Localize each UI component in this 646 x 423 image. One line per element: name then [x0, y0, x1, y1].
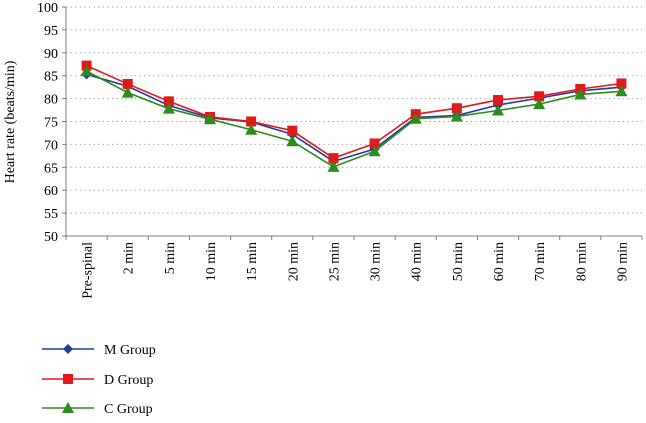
- y-tick-label: 55: [44, 207, 58, 222]
- data-point: [451, 103, 462, 114]
- data-point: [122, 78, 133, 89]
- y-tick-label: 70: [44, 138, 58, 153]
- series-line: [86, 70, 622, 168]
- legend-marker: [63, 374, 73, 384]
- data-point: [162, 102, 175, 114]
- x-tick-label: 50 min: [451, 242, 466, 281]
- y-tick-label: 60: [44, 184, 58, 199]
- y-tick-label: 65: [44, 161, 58, 176]
- x-tick-label: 20 min: [286, 242, 301, 281]
- data-point: [534, 91, 545, 102]
- x-tick-label: 10 min: [204, 242, 219, 281]
- data-point: [121, 86, 134, 98]
- data-point: [287, 125, 298, 136]
- x-tick-label: 90 min: [615, 242, 630, 281]
- x-tick-label: 80 min: [574, 242, 589, 281]
- x-tick-label: 70 min: [533, 242, 548, 281]
- data-point: [616, 78, 627, 89]
- data-point: [492, 104, 504, 116]
- y-tick-label: 90: [44, 47, 58, 62]
- y-tick-label: 80: [44, 93, 58, 108]
- x-tick-label: 2 min: [122, 242, 137, 274]
- x-tick-label: 30 min: [369, 242, 384, 281]
- data-point: [409, 112, 422, 124]
- series-c-group: [80, 65, 628, 172]
- legend-marker: [63, 344, 73, 354]
- legend-item: C Group: [42, 402, 153, 417]
- legend-label: M Group: [104, 343, 156, 358]
- data-point: [204, 113, 216, 125]
- legend-item: D Group: [42, 373, 153, 388]
- data-point: [615, 85, 628, 97]
- y-axis-label: Heart rate (beats/min): [3, 60, 18, 183]
- legend: M Group D Group C Group: [42, 343, 156, 417]
- legend-label: D Group: [104, 373, 153, 388]
- x-tick-label: 60 min: [492, 242, 507, 281]
- x-tick-label: 40 min: [410, 242, 425, 281]
- series-line: [86, 73, 622, 163]
- series-line: [86, 64, 622, 160]
- series-m-group: [81, 69, 627, 167]
- axes: Heart rate (beats/min) 50 55 60 65 70 75 80 85 9…: [3, 1, 643, 299]
- y-tick-label: 50: [44, 230, 58, 245]
- y-tick-label: 85: [44, 70, 58, 85]
- series-d-group: [81, 60, 627, 164]
- data-point: [245, 123, 258, 135]
- y-tick-label: 100: [37, 1, 58, 16]
- data-point: [450, 110, 463, 122]
- legend-label: C Group: [104, 402, 153, 417]
- y-tick-label: 95: [44, 24, 58, 39]
- legend-marker: [62, 402, 74, 413]
- data-point: [80, 65, 93, 77]
- series: [80, 60, 628, 172]
- x-tick-label: Pre-spinal: [81, 242, 96, 299]
- data-point: [163, 96, 174, 107]
- data-point: [286, 135, 299, 147]
- data-point: [246, 116, 257, 127]
- y-tick-label: 75: [44, 116, 58, 131]
- grid: [66, 6, 642, 214]
- data-point: [327, 160, 340, 172]
- data-point: [574, 88, 587, 100]
- legend-item: M Group: [42, 343, 156, 358]
- data-point: [493, 94, 503, 105]
- data-point: [369, 138, 380, 149]
- data-point: [328, 153, 339, 164]
- data-point: [368, 145, 381, 157]
- x-tick-label: 5 min: [163, 242, 178, 274]
- data-point: [533, 98, 546, 110]
- x-tick-label: 25 min: [327, 242, 342, 281]
- x-tick-label: 15 min: [245, 242, 260, 281]
